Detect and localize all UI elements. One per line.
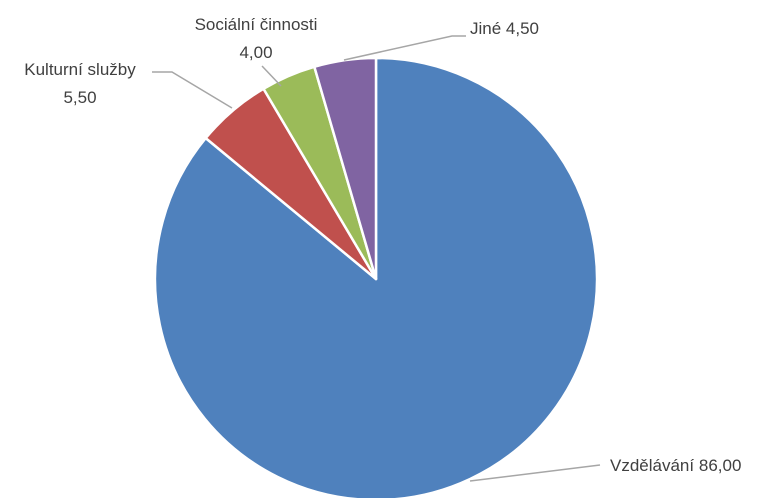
leader-line-jine [343,35,466,61]
data-label-vzdelavani: Vzdělávání 86,00 [610,456,741,475]
data-label-jine: Jiné 4,50 [470,19,539,38]
data-label-kulturni-sluzby-value: 5,50 [63,88,96,107]
data-labels: Vzdělávání 86,00 Kulturní služby 5,50 So… [24,15,741,475]
data-label-socialni-cinnosti-name: Sociální činnosti [195,15,318,34]
pie-slices [153,56,599,498]
leader-line-kulturni-sluzby [152,71,233,109]
data-label-socialni-cinnosti-value: 4,00 [239,43,272,62]
leader-line-vzdelavani [469,464,601,482]
leader-line-socialni-cinnosti [261,65,282,87]
data-label-kulturni-sluzby-name: Kulturní služby [24,60,136,79]
leader-lines [152,35,601,482]
